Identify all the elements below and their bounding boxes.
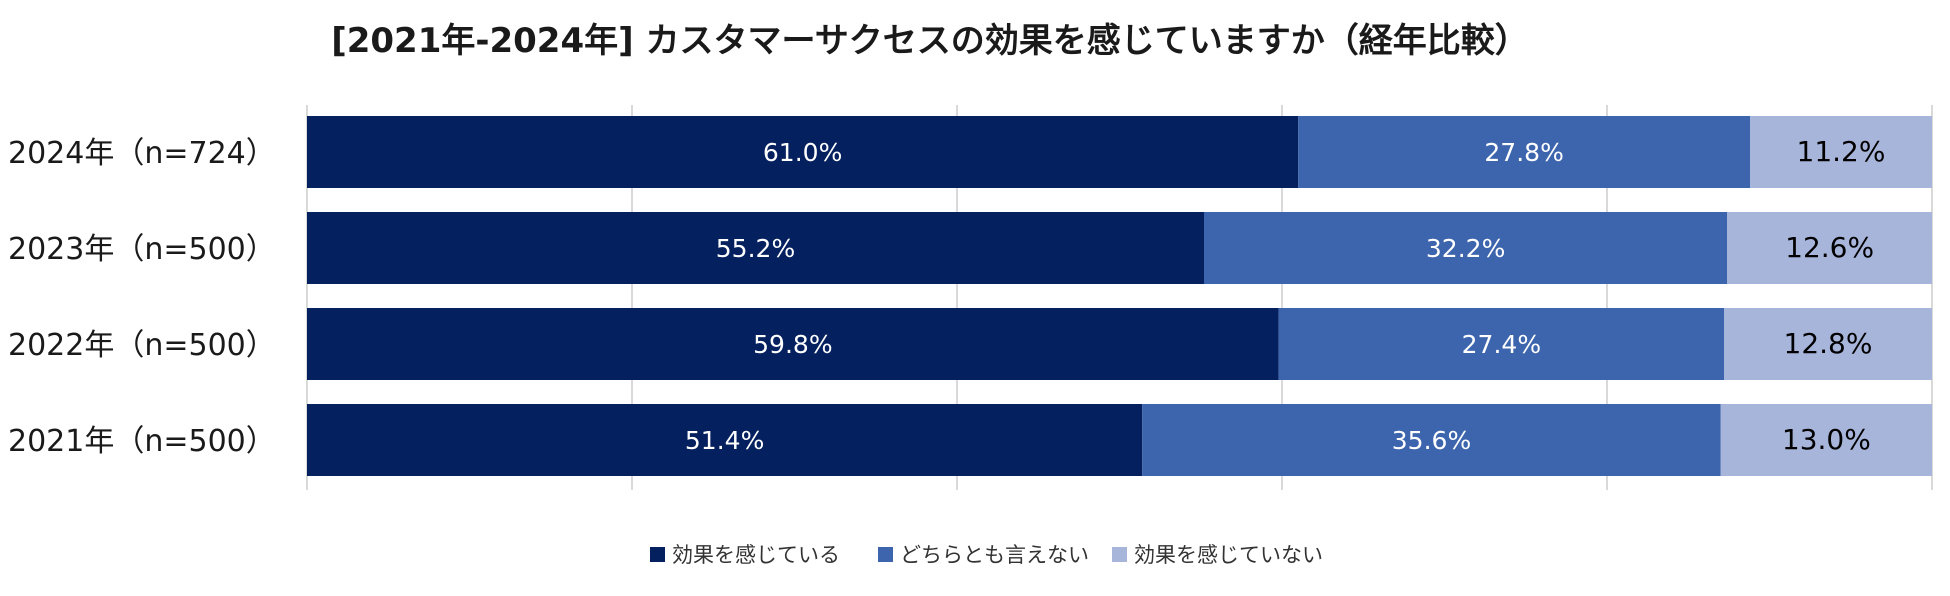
legend: 効果を感じている どちらとも言えない 効果を感じていない xyxy=(650,543,1323,567)
chart-title: [2021年-2024年] カスタマーサクセスの効果を感じていますか（経年比較） xyxy=(331,21,1529,61)
bar-segment xyxy=(1142,404,1721,476)
legend-label: 効果を感じている xyxy=(672,543,840,567)
category-label: 2022年（n=500） xyxy=(8,328,276,363)
data-label: 59.8% xyxy=(753,330,832,359)
bar-segment xyxy=(1750,116,1932,188)
data-label: 51.4% xyxy=(685,426,764,455)
data-label: 12.6% xyxy=(1785,231,1874,264)
legend-swatch xyxy=(650,547,665,562)
legend-label: 効果を感じていない xyxy=(1134,543,1323,567)
category-labels: 2024年（n=724） 2023年（n=500） 2022年（n=500） 2021… xyxy=(8,136,276,459)
legend-label: どちらとも言えない xyxy=(900,543,1089,567)
category-label: 2024年（n=724） xyxy=(8,136,276,171)
data-label: 32.2% xyxy=(1426,234,1505,263)
bar-segment xyxy=(1720,404,1932,476)
data-label: 55.2% xyxy=(716,234,795,263)
data-label: 27.8% xyxy=(1484,138,1563,167)
data-label: 13.0% xyxy=(1782,423,1871,456)
bar-segment xyxy=(307,116,1299,188)
data-label: 11.2% xyxy=(1797,135,1886,168)
legend-swatch xyxy=(1112,547,1127,562)
bars: 61.0% 27.8% 11.2% 55.2% 32.2% 12.6% 59.8% 27.4%… xyxy=(307,116,1932,476)
data-label: 27.4% xyxy=(1462,330,1541,359)
data-label: 12.8% xyxy=(1784,327,1873,360)
bar-segment xyxy=(307,404,1143,476)
bar-segment xyxy=(1278,308,1724,380)
category-label: 2021年（n=500） xyxy=(8,424,276,459)
data-label: 35.6% xyxy=(1392,426,1471,455)
category-label: 2023年（n=500） xyxy=(8,232,276,267)
bar-segment xyxy=(1724,308,1932,380)
bar-segment xyxy=(1204,212,1728,284)
bar-segment xyxy=(307,308,1279,380)
data-label: 61.0% xyxy=(763,138,842,167)
bar-segment xyxy=(307,212,1204,284)
bar-segment xyxy=(1298,116,1750,188)
legend-swatch xyxy=(878,547,893,562)
bar-segment xyxy=(1727,212,1932,284)
